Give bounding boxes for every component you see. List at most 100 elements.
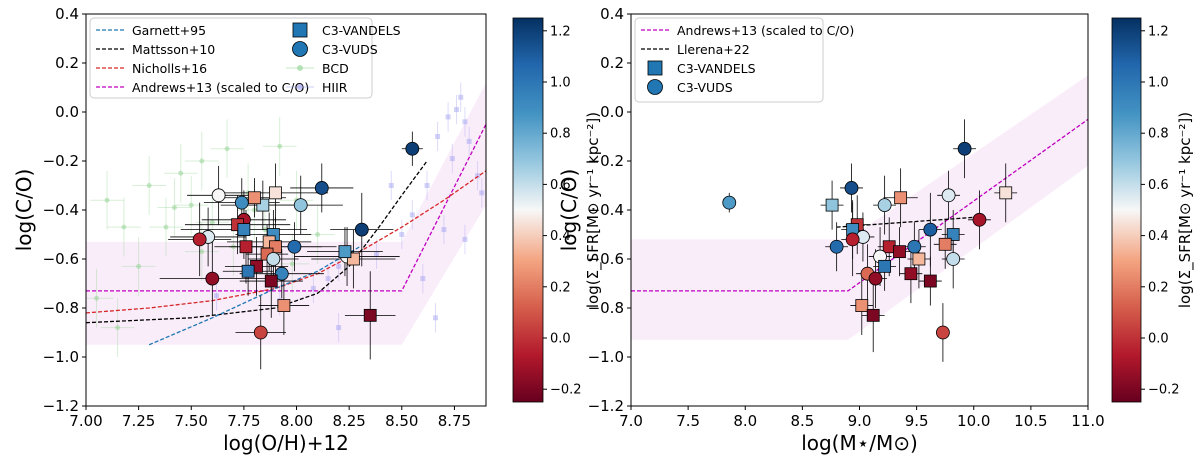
colorbar-tick-label: 0.0: [550, 332, 571, 347]
y-tick-label: −0.6: [43, 250, 79, 268]
y-tick-label: −0.8: [43, 299, 79, 317]
bcd-point: [315, 232, 321, 237]
series-line-garnett: [148, 246, 361, 346]
vuds-point: [907, 239, 922, 254]
y-tick-label: −0.4: [588, 201, 624, 219]
vandels-point: [825, 198, 839, 212]
vuds-point: [936, 325, 950, 340]
colorbar: −0.2 0.0 0.2 0.4 0.6 0.8 1.0 1.2 log(Σ_SFR[M⊙ yr…: [512, 17, 603, 403]
vuds-point: [844, 181, 859, 195]
x-tick-label: 10.5: [1014, 412, 1047, 430]
hiir-point: [310, 285, 316, 291]
vuds-point: [287, 239, 302, 254]
legend-swatch-circle: [292, 41, 308, 57]
hiir-point: [475, 173, 481, 179]
legend-label: Andrews+13 (scaled to C/O): [132, 80, 309, 95]
x-tick-label: 8.25: [332, 412, 365, 430]
series-line-andrews: [86, 123, 486, 292]
colorbar-tick-label: 0.8: [1148, 127, 1169, 142]
hiir-point: [424, 183, 430, 188]
legend-label: C3-VANDELS: [322, 23, 401, 38]
hiir-point: [462, 119, 468, 125]
vandels-point: [923, 274, 937, 288]
vuds-point: [234, 195, 249, 210]
y-axis-label: log(C/O): [12, 169, 36, 252]
vandels-point: [893, 245, 906, 259]
vandels-point: [248, 191, 261, 205]
vuds-point: [829, 239, 844, 254]
x-tick-label: 7.25: [122, 412, 155, 430]
colorbar-gradient: [512, 17, 544, 403]
vuds-point: [722, 195, 737, 210]
hiir-point: [458, 94, 464, 100]
vuds-point: [354, 222, 369, 237]
legend-swatch-square: [292, 22, 308, 38]
hiir-point: [325, 276, 331, 282]
hiir-point: [449, 156, 455, 162]
legend-label: Garnett+95: [132, 23, 206, 38]
legend-box: [89, 17, 373, 99]
y-tick-label: −0.2: [588, 152, 624, 170]
bcd-point: [146, 183, 152, 188]
x-tick-label: 7.0: [619, 412, 643, 430]
legend-label: Nicholls+16: [132, 61, 207, 76]
bcd-point: [94, 295, 100, 301]
y-axis-label: log(C/O): [557, 169, 581, 252]
legend-box: [634, 17, 824, 103]
legend-label: Andrews+13 (scaled to C/O): [677, 23, 854, 38]
legend-label: Mattsson+10: [132, 42, 215, 57]
bcd-point: [171, 205, 177, 211]
hiir-point: [445, 114, 451, 120]
vandels-point: [894, 191, 908, 205]
series-line-llerena: [836, 216, 974, 228]
bcd-point: [188, 202, 194, 208]
bcd-point: [209, 219, 215, 225]
x-tick-label: 9.5: [905, 412, 929, 430]
y-tick-label: 0.2: [600, 54, 624, 72]
hiir-point: [214, 293, 220, 299]
vuds-point: [274, 266, 289, 281]
legend-swatch-dot: [297, 84, 303, 90]
vuds-point: [205, 271, 220, 286]
series-line-andrews: [631, 118, 1088, 292]
y-tick-label: 0.4: [600, 5, 624, 23]
bcd-point: [199, 249, 205, 255]
hiir-point: [336, 325, 342, 331]
colorbar-tick-label: 0.0: [1148, 332, 1169, 347]
hiir-point: [409, 212, 415, 218]
vuds-point: [314, 181, 329, 195]
plot-area: [86, 82, 486, 370]
colorbar-tick-label: 0.2: [1148, 280, 1169, 295]
hiir-point: [462, 236, 468, 242]
vuds-point: [266, 252, 281, 266]
colorbar-tick-label: 1.2: [1148, 24, 1169, 39]
bcd-point: [199, 158, 205, 164]
vandels-point: [338, 245, 352, 259]
y-tick-label: −0.4: [43, 201, 79, 219]
colorbar-label: log(Σ_SFR[M⊙ yr⁻¹ kpc⁻²]): [1176, 112, 1195, 308]
vandels-point: [878, 259, 892, 273]
colorbar-tick-label: 0.6: [550, 178, 571, 193]
x-tick-label: 7.00: [69, 412, 102, 430]
vandels-point: [946, 228, 960, 241]
scatter-band: [631, 75, 1088, 340]
panel-2: 7.0 7.5 8.0 8.5 9.0 9.5 10.0 10.5 11.0 −1.2 −1.0 −0…: [557, 5, 1195, 455]
legend-label: C3-VUDS: [322, 42, 378, 57]
legend-swatch-dot: [297, 65, 303, 71]
y-tick-label: −1.0: [588, 348, 624, 366]
hiir-point: [454, 107, 460, 113]
vuds-point: [845, 232, 860, 247]
legend-swatch-square: [647, 60, 663, 76]
x-tick-label: 8.5: [790, 412, 814, 430]
hiir-point: [388, 183, 394, 188]
legend-label: BCD: [322, 61, 349, 76]
hiir-point: [466, 138, 472, 144]
colorbar-tick-label: −0.2: [550, 383, 582, 398]
bcd-point: [224, 146, 230, 152]
colorbar-tick-label: 0.6: [1148, 178, 1169, 193]
vandels-point: [904, 267, 918, 281]
hiir-point: [374, 251, 380, 257]
vuds-point: [877, 198, 892, 213]
x-tick-label: 9.0: [848, 412, 872, 430]
